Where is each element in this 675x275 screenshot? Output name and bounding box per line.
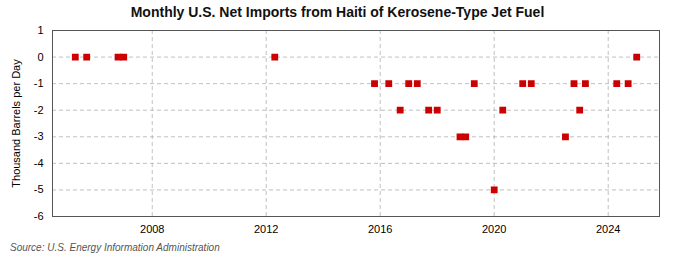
- svg-text:2012: 2012: [254, 223, 278, 235]
- svg-text:-6: -6: [34, 210, 44, 222]
- svg-text:2008: 2008: [140, 223, 164, 235]
- svg-text:Thousand Barrels per Day: Thousand Barrels per Day: [10, 59, 22, 188]
- svg-text:2020: 2020: [482, 223, 506, 235]
- html-text:Monthly U.S. Net Imports from: Monthly U.S. Net Imports from Haiti of K…: [130, 4, 545, 20]
- svg-text:0: 0: [37, 51, 43, 63]
- svg-text:-5: -5: [34, 183, 44, 195]
- svg-text:2024: 2024: [596, 223, 620, 235]
- svg-text:1: 1: [37, 24, 43, 36]
- svg-text:-2: -2: [34, 104, 44, 116]
- svg-text:-1: -1: [34, 77, 44, 89]
- svg-text:2016: 2016: [368, 223, 392, 235]
- html-text:Source: U.S. Energy Informatio: Source: U.S. Energy Information Administ…: [10, 242, 220, 253]
- svg-text:-3: -3: [34, 130, 44, 142]
- svg-text:-4: -4: [34, 157, 44, 169]
